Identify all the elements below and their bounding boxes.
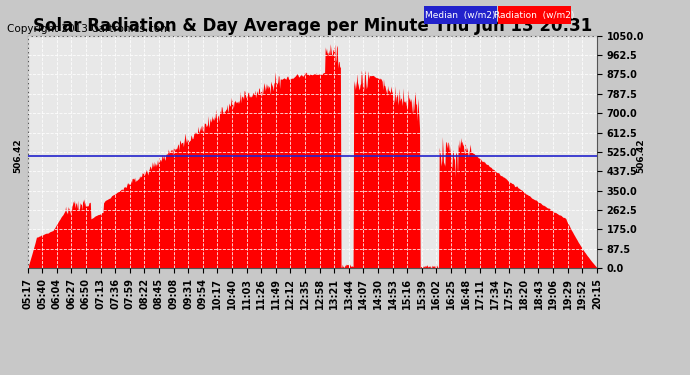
Text: Copyright 2013 Cartronics.com: Copyright 2013 Cartronics.com	[7, 24, 170, 34]
Text: Median  (w/m2): Median (w/m2)	[425, 11, 496, 20]
Text: 506.42: 506.42	[637, 139, 646, 173]
Title: Solar Radiation & Day Average per Minute Thu Jun 13 20:31: Solar Radiation & Day Average per Minute…	[32, 18, 592, 36]
Text: 506.42: 506.42	[13, 139, 22, 173]
Text: Radiation  (w/m2): Radiation (w/m2)	[494, 11, 575, 20]
